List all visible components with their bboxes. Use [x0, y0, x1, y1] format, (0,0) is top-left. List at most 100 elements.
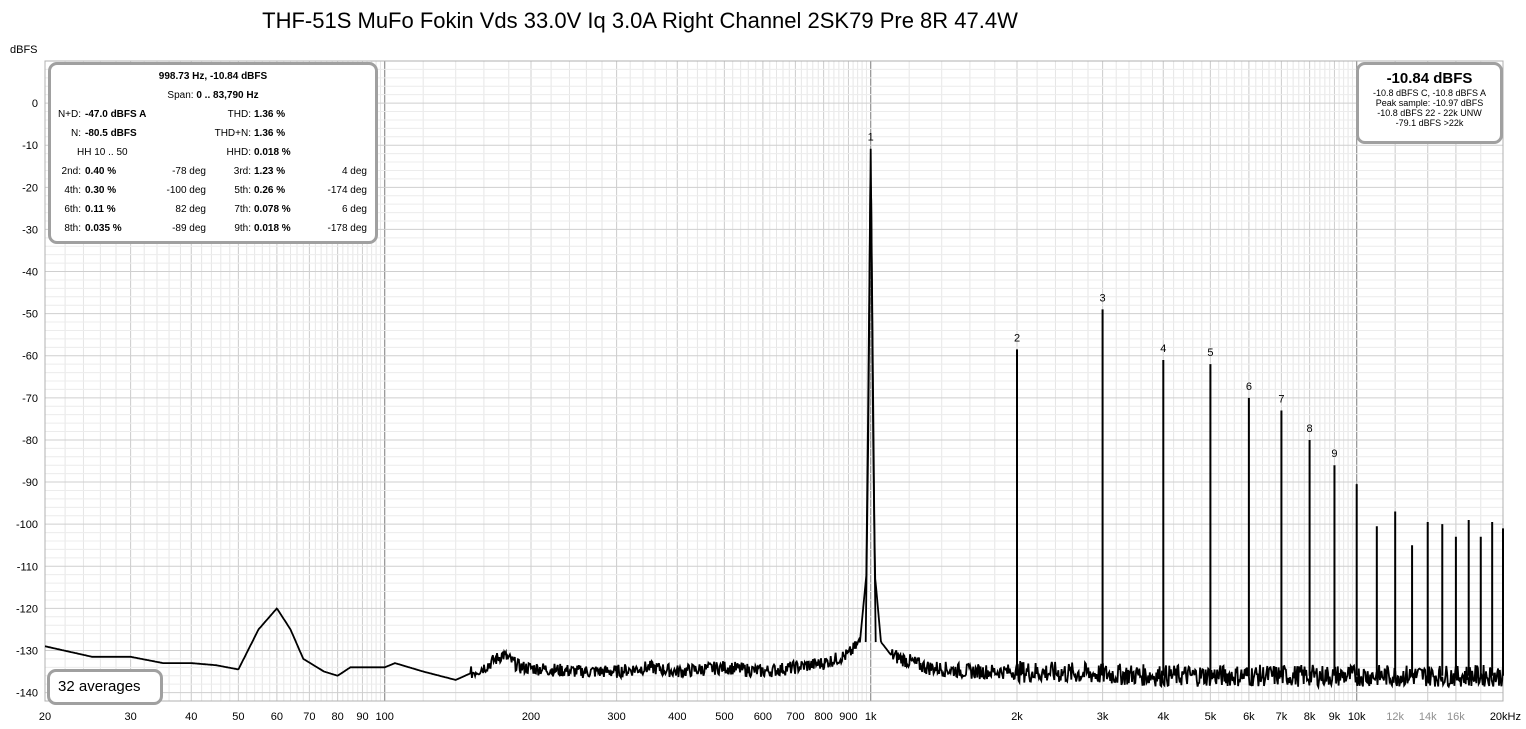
x-tick-label: 1k — [865, 711, 877, 723]
n-label: N: — [71, 128, 81, 139]
harmonic-value: 0.30 % — [85, 185, 117, 196]
x-tick-labels: 20 30 40 50 60 70 80 90 100 200 300 400 500 600 700 800… — [39, 711, 1521, 723]
harmonic-phase: -174 deg — [327, 185, 367, 196]
peak-label: 9 — [1331, 448, 1337, 460]
chart-title: THF-51S MuFo Fokin Vds 33.0V Iq 3.0A Rig… — [262, 8, 1018, 33]
n-value: -80.5 dBFS — [85, 128, 137, 139]
harmonic-label: 9th: — [234, 223, 251, 234]
harmonic-label: 2nd: — [61, 166, 81, 177]
x-tick-label: 100 — [376, 711, 394, 723]
x-tick-label: 7k — [1276, 711, 1288, 723]
nd-label: N+D: — [57, 109, 81, 120]
level-line: Peak sample: -10.97 dBFS — [1375, 98, 1484, 108]
averages-badge: 32 averages — [47, 669, 163, 705]
x-tick-label: 70 — [303, 711, 315, 723]
x-tick-label: 90 — [356, 711, 368, 723]
x-tick-label: 20kHz — [1490, 711, 1521, 723]
peak-label: 8 — [1307, 423, 1313, 435]
peak-label: 2 — [1014, 332, 1020, 344]
y-tick-label: -40 — [22, 267, 38, 279]
x-tick-label: 16k — [1447, 711, 1465, 723]
thdn-label: THD+N: — [214, 128, 251, 139]
y-axis-label: dBFS — [10, 44, 38, 56]
peak-label: 1 — [868, 132, 874, 144]
hh-label: HH 10 .. 50 — [77, 147, 128, 158]
harmonic-value: 0.078 % — [254, 204, 291, 215]
nd-value: -47.0 dBFS A — [85, 109, 147, 120]
x-tick-label: 12k — [1386, 711, 1404, 723]
x-tick-label: 500 — [715, 711, 733, 723]
harmonic-label: 4th: — [64, 185, 81, 196]
harmonic-label: 5th: — [234, 185, 251, 196]
x-tick-label: 6k — [1243, 711, 1255, 723]
y-tick-labels: 0 -10 -20 -30 -40 -50 -60 -70 -80 -90 -100 -110 -120… — [16, 98, 38, 699]
harmonic-phase: -78 deg — [172, 166, 206, 177]
harmonic-phase: 4 deg — [341, 166, 367, 177]
harmonic-value: 0.11 % — [85, 204, 116, 215]
spectrum-trace — [44, 179, 1504, 691]
peak-label: 7 — [1278, 393, 1284, 405]
y-tick-label: -50 — [22, 309, 38, 321]
peak-label: 4 — [1160, 343, 1166, 355]
x-tick-label: 300 — [607, 711, 625, 723]
x-tick-label: 4k — [1157, 711, 1169, 723]
x-tick-label: 700 — [786, 711, 804, 723]
y-tick-label: -70 — [22, 393, 38, 405]
stats-panel: 998.73 Hz, -10.84 dBFS Span: 0 .. 83,790… — [48, 62, 378, 244]
level-panel: -10.84 dBFS -10.8 dBFS C, -10.8 dBFS A P… — [1356, 62, 1503, 144]
x-tick-label: 600 — [754, 711, 772, 723]
y-tick-label: -110 — [17, 561, 38, 573]
averages-label: 32 averages — [58, 678, 141, 695]
span-label: Span: — [167, 90, 194, 101]
harmonic-phase: 6 deg — [341, 204, 367, 215]
x-tick-label: 8k — [1304, 711, 1316, 723]
plot-frame — [44, 60, 1504, 702]
x-tick-label: 14k — [1419, 711, 1437, 723]
x-tick-label: 3k — [1097, 711, 1109, 723]
peak-label: 3 — [1100, 292, 1106, 304]
y-tick-label: -120 — [16, 603, 38, 615]
peak-label: 5 — [1207, 347, 1213, 359]
harmonic-value: 0.018 % — [254, 223, 291, 234]
hhd-value: 0.018 % — [254, 147, 291, 158]
x-tick-label: 9k — [1329, 711, 1341, 723]
y-tick-label: -90 — [22, 477, 38, 489]
x-tick-label: 50 — [232, 711, 244, 723]
x-tick-label: 40 — [185, 711, 197, 723]
x-tick-label: 800 — [814, 711, 832, 723]
harmonic-value: 0.26 % — [254, 185, 286, 196]
y-tick-label: -30 — [22, 224, 38, 236]
y-tick-label: -10 — [22, 140, 38, 152]
peak-label: 6 — [1246, 381, 1252, 393]
thd-value: 1.36 % — [254, 109, 286, 120]
y-tick-label: -20 — [22, 182, 38, 194]
y-tick-label: -130 — [16, 645, 38, 657]
harmonic-value: 0.035 % — [85, 223, 122, 234]
x-tick-label: 2k — [1011, 711, 1023, 723]
level-line: -10.8 dBFS 22 - 22k UNW — [1377, 108, 1482, 118]
y-tick-label: -140 — [16, 688, 38, 700]
harmonic-phase: 82 deg — [175, 204, 206, 215]
harmonic-phase: -178 deg — [327, 223, 367, 234]
x-tick-label: 10k — [1348, 711, 1366, 723]
x-tick-label: 20 — [39, 711, 51, 723]
y-tick-label: 0 — [32, 98, 38, 110]
hhd-label: HHD: — [226, 147, 251, 158]
x-tick-label: 80 — [331, 711, 343, 723]
x-tick-label: 5k — [1205, 711, 1217, 723]
level-line: -10.8 dBFS C, -10.8 dBFS A — [1372, 88, 1487, 98]
harmonic-label: 6th: — [64, 204, 81, 215]
span-value: 0 .. 83,790 Hz — [196, 90, 259, 101]
peak-readout: 998.73 Hz, -10.84 dBFS — [158, 71, 268, 82]
harmonic-peaks: 1 2 3 4 5 6 7 8 9 — [864, 132, 1504, 676]
thd-label: THD: — [227, 109, 251, 120]
level-line: -79.1 dBFS >22k — [1395, 118, 1464, 128]
y-tick-label: -80 — [22, 435, 38, 447]
x-tick-label: 400 — [668, 711, 686, 723]
harmonic-phase: -100 deg — [166, 185, 206, 196]
x-tick-label: 900 — [839, 711, 857, 723]
span-readout: Span: 0 .. 83,790 Hz — [51, 90, 375, 101]
thdn-value: 1.36 % — [254, 128, 286, 139]
harmonic-value: 0.40 % — [85, 166, 117, 177]
x-tick-label: 200 — [522, 711, 540, 723]
